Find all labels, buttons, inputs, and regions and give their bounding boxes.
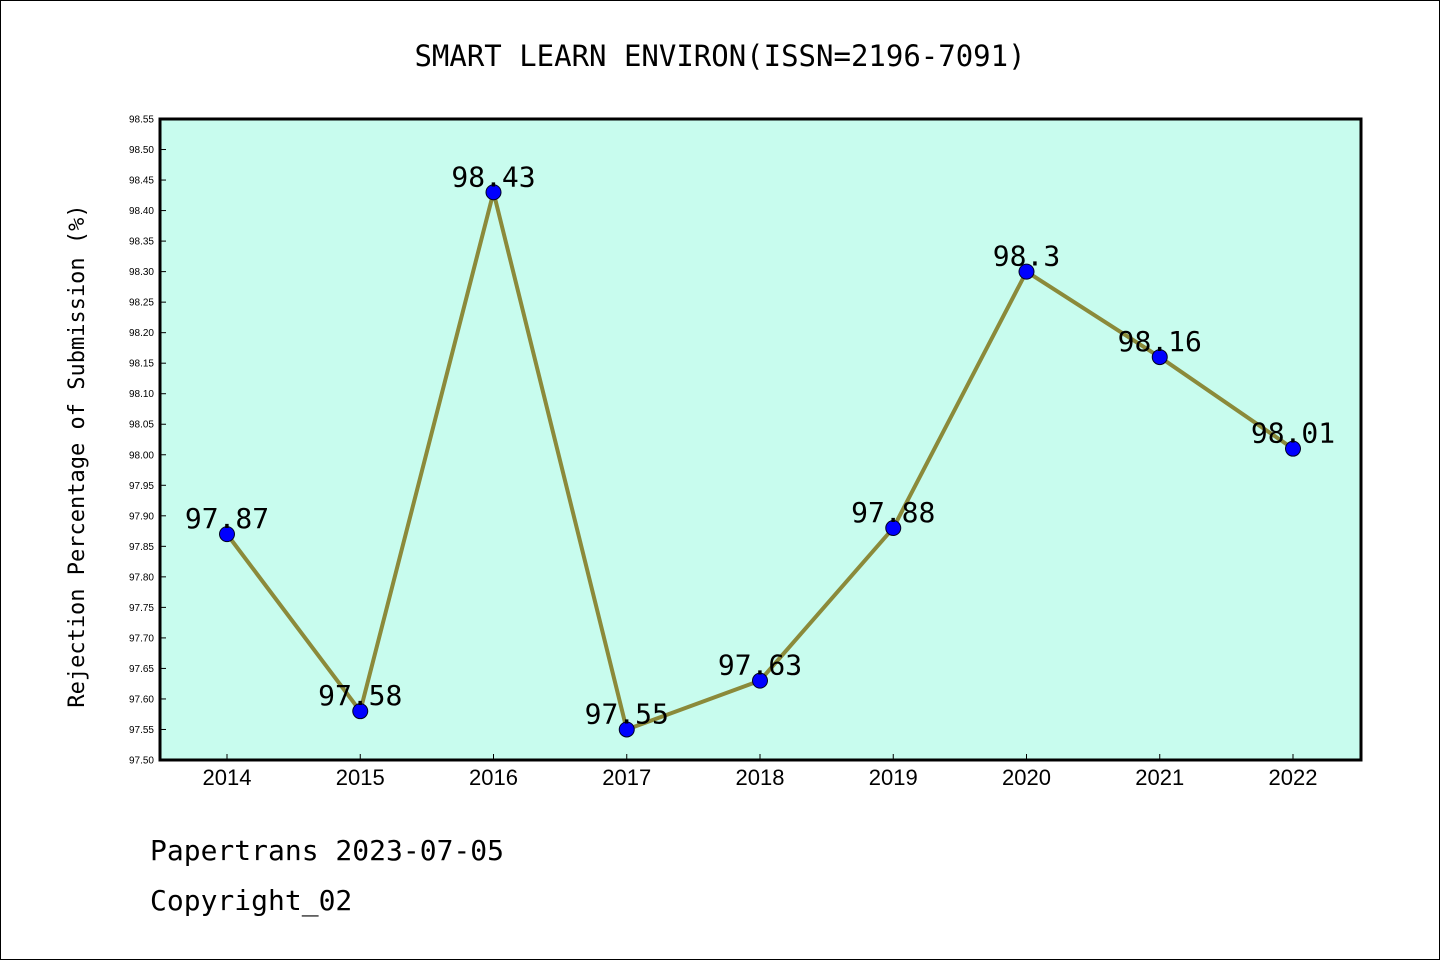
x-tick-label: 2015 xyxy=(336,765,385,790)
y-tick-label: 98.40 xyxy=(129,206,154,217)
x-axis-ticks: 2014 2015 2016 2017 2018 2019 2020 2021 2022 xyxy=(203,754,1318,790)
data-point xyxy=(1151,349,1168,366)
data-label: 97.88 xyxy=(851,496,935,529)
y-tick-label: 98.15 xyxy=(129,359,154,370)
y-tick-label: 97.95 xyxy=(129,481,154,492)
y-axis-label: Rejection Percentage of Submission (%) xyxy=(65,204,90,707)
y-tick-label: 98.05 xyxy=(129,420,154,431)
y-tick-label: 98.30 xyxy=(129,267,154,278)
data-point xyxy=(752,672,768,689)
data-point xyxy=(219,526,235,543)
data-point xyxy=(1285,440,1301,457)
y-tick-label: 97.50 xyxy=(129,756,154,767)
x-tick-label: 2016 xyxy=(469,765,518,790)
y-tick-label: 97.55 xyxy=(129,725,154,736)
data-point xyxy=(618,721,635,738)
x-tick-label: 2020 xyxy=(1002,765,1051,790)
y-tick-label: 97.60 xyxy=(129,694,154,705)
plot-area xyxy=(158,117,1363,762)
data-label: 98.16 xyxy=(1118,325,1202,358)
data-label: 98.3 xyxy=(993,240,1060,273)
data-point xyxy=(352,703,369,720)
data-label: 97.63 xyxy=(718,649,802,682)
chart-title: SMART LEARN ENVIRON(ISSN=2196-7091) xyxy=(414,39,1025,73)
data-point xyxy=(1018,263,1035,280)
y-tick-label: 98.35 xyxy=(129,237,154,248)
data-label: 98.01 xyxy=(1251,417,1335,450)
y-tick-label: 97.65 xyxy=(129,664,154,675)
y-tick-label: 98.45 xyxy=(129,176,154,187)
data-label: 97.55 xyxy=(585,697,669,730)
x-tick-label: 2021 xyxy=(1135,765,1184,790)
y-tick-label: 98.55 xyxy=(129,115,154,126)
y-tick-label: 98.00 xyxy=(129,450,154,461)
y-tick-label: 97.85 xyxy=(129,542,154,553)
y-tick-label: 97.80 xyxy=(129,572,154,583)
data-point xyxy=(885,520,902,537)
y-tick-label: 98.50 xyxy=(129,145,154,156)
data-label: 97.58 xyxy=(318,679,402,712)
series-layer: 97.87 97.58 98.43 97.55 97.63 97.88 98.3 98.16 9… xyxy=(185,160,1335,738)
x-tick-label: 2017 xyxy=(602,765,651,790)
footer-date: Papertrans 2023-07-05 xyxy=(150,834,505,867)
x-tick-label: 2019 xyxy=(869,765,918,790)
footer-copyright: Copyright_02 xyxy=(150,884,353,917)
y-tick-label: 98.10 xyxy=(129,389,154,400)
y-tick-label: 98.20 xyxy=(129,328,154,339)
y-tick-label: 98.25 xyxy=(129,298,154,309)
y-tick-label: 97.70 xyxy=(129,633,154,644)
data-label: 98.43 xyxy=(451,160,535,193)
y-axis-ticks: 97.50 97.55 97.60 97.65 97.70 97.75 97.80 97.85… xyxy=(129,115,166,767)
data-point xyxy=(485,184,502,201)
y-tick-label: 97.75 xyxy=(129,603,154,614)
data-label: 97.87 xyxy=(185,502,269,535)
x-tick-label: 2022 xyxy=(1269,765,1318,790)
y-tick-label: 97.90 xyxy=(129,511,154,522)
x-tick-label: 2014 xyxy=(203,765,252,790)
x-tick-label: 2018 xyxy=(736,765,785,790)
